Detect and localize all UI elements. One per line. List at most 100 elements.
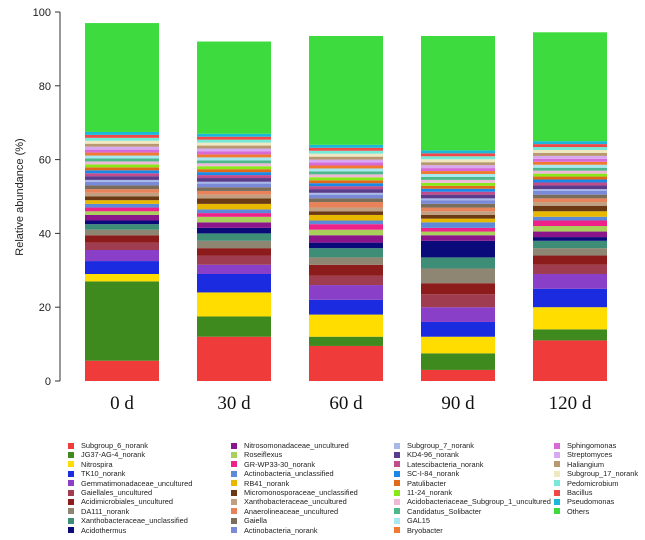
bar-segment [421, 257, 495, 269]
bar-segment [533, 32, 607, 142]
bar-segment [533, 211, 607, 217]
bar-segment [533, 340, 607, 381]
bar-segment [85, 207, 159, 212]
legend-label: Nitrosomonadaceae_uncultured [244, 441, 349, 450]
bar-segment [197, 273, 271, 293]
bar-segment [421, 159, 495, 163]
legend-swatch [68, 508, 74, 515]
legend-item: Streptomyces [554, 450, 612, 459]
bar-segment [197, 264, 271, 274]
bar-segment [421, 321, 495, 337]
bar-segment [533, 164, 607, 168]
legend-item: Patulibacter [394, 479, 446, 488]
bar-segment [197, 213, 271, 217]
legend-swatch [68, 451, 74, 458]
bar-segment [421, 336, 495, 354]
legend-item: 11-24_norank [394, 488, 452, 497]
legend-item: Bacillus [554, 488, 592, 497]
legend-item: GAL15 [394, 516, 430, 525]
x-tick-label: 60 d [329, 393, 363, 414]
legend-label: GR-WP33-30_norank [244, 459, 316, 469]
bar-segment [309, 235, 383, 243]
bar-segment [85, 200, 159, 204]
bar-segment [197, 187, 271, 191]
legend-item: Actinobacteria_norank [231, 526, 318, 535]
bar-segment [309, 248, 383, 258]
bar-segment [533, 155, 607, 159]
legend-swatch [231, 489, 237, 496]
y-tick-label: 40 [39, 228, 51, 240]
legend-label: Pseudomonas [567, 497, 615, 507]
legend-label: Acidimicrobiales_uncultured [81, 497, 174, 507]
legend-label: Bryobacter [407, 525, 443, 535]
bar-segment [533, 189, 607, 191]
legend-item: Acidimicrobiales_uncultured [68, 497, 173, 506]
legend-label: Actinobacteria_unclassified [244, 469, 334, 479]
bar-segment [309, 147, 383, 151]
bars [85, 23, 607, 381]
legend-label: Pedomicrobium [567, 478, 619, 488]
bar-segment [309, 159, 383, 163]
legend-label: Latescibacteria_norank [407, 459, 484, 469]
bar-segment [421, 156, 495, 160]
bar-segment [197, 160, 271, 164]
bar-segment [197, 203, 271, 210]
bar-segment [197, 41, 271, 134]
bar-segment [85, 131, 159, 135]
legend-label: Sphingomonas [567, 441, 617, 450]
legend-item: Actinobacteria_unclassified [231, 469, 334, 478]
bar-segment [85, 196, 159, 201]
bar-segment [85, 273, 159, 282]
legend-label: DA111_norank [81, 506, 130, 516]
bar-segment [533, 226, 607, 232]
bar-segment [421, 171, 495, 174]
bar-segment [309, 198, 383, 203]
bar-segment [197, 227, 271, 234]
bar-segment [197, 166, 271, 170]
bar-segment [309, 275, 383, 286]
bar-segment [309, 186, 383, 190]
bar-segment [85, 137, 159, 141]
bar-segment [421, 369, 495, 381]
bar-segment [85, 146, 159, 150]
legend-label: KD4-96_norank [407, 450, 459, 460]
legend-item: DA111_norank [68, 507, 129, 516]
legend-label: Roseiflexus [244, 450, 283, 460]
bar-segment [85, 158, 159, 162]
legend-label: Nitrospira [81, 459, 113, 469]
bar-segment [85, 179, 159, 182]
bar-segment [309, 35, 383, 145]
bar-segment [85, 189, 159, 193]
bar-segment [533, 182, 607, 186]
bar-segment [309, 264, 383, 276]
bar-segment [533, 240, 607, 249]
legend-item: Pedomicrobium [554, 479, 618, 488]
legend-item: Sphingomonas [554, 441, 616, 450]
bar-segment [533, 176, 607, 180]
bar-segment [197, 181, 271, 184]
legend-label: Candidatus_Solibacter [407, 506, 482, 516]
bar-stack [309, 35, 383, 381]
legend-swatch [394, 480, 400, 487]
bar-segment [421, 307, 495, 322]
bar-segment [421, 198, 495, 201]
bar-segment [533, 170, 607, 174]
bar-segment [533, 264, 607, 274]
bar-segment [533, 194, 607, 199]
bar-segment [309, 336, 383, 346]
bar-segment [421, 207, 495, 212]
bar-segment [421, 231, 495, 236]
legend-item: Roseiflexus [231, 450, 282, 459]
bar-segment [197, 136, 271, 140]
legend-swatch [554, 489, 560, 496]
bar-segment [533, 273, 607, 289]
bar-segment [197, 336, 271, 381]
legend-label: Gaiellales_uncultured [81, 488, 153, 497]
legend-label: Anaerolineaceae_uncultured [244, 506, 339, 516]
stacked-bar-chart: Relative abundance (%) 0 20 40 60 80 100 0 d 3… [14, 7, 607, 414]
bar-segment [85, 161, 159, 165]
legend-item: TK10_norank [68, 469, 125, 478]
bar-segment [421, 35, 495, 151]
legend-label: Streptomyces [567, 450, 613, 460]
bar-segment [533, 288, 607, 308]
